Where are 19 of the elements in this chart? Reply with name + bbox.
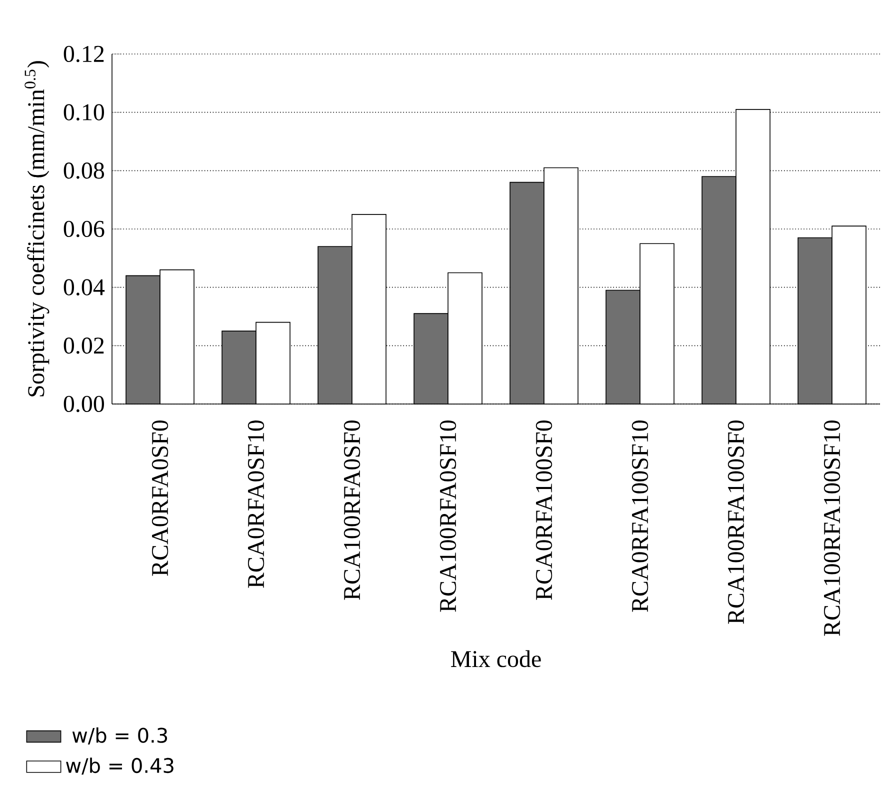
y-tick-label: 0.00	[64, 396, 104, 412]
y-tick-label: 0.02	[64, 338, 104, 354]
y-tick-label: 0.10	[64, 104, 104, 120]
x-tick-label: RCA0RFA100SF10	[632, 420, 648, 612]
legend-label: w/b = 0.3	[72, 727, 168, 744]
y-axis-title: Sorptivity coefficinets (mm/min$^{0.5}$)	[24, 61, 50, 396]
y-tick-label: 0.08	[64, 162, 104, 179]
x-tick-label: RCA100RFA100SF0	[728, 420, 744, 624]
x-tick-label: RCA100RFA0SF10	[440, 420, 456, 612]
y-tick-label: 0.04	[64, 279, 105, 296]
x-tick-label: RCA100RFA100SF10	[824, 420, 840, 636]
x-tick-label: RCA100RFA0SF0	[344, 420, 360, 600]
y-tick-label: 0.06	[64, 220, 104, 238]
legend-label: w/b = 0.43	[66, 758, 174, 775]
x-tick-label: RCA0RFA0SF10	[248, 420, 264, 588]
x-tick-label: RCA0RFA100SF0	[536, 420, 552, 600]
x-axis-title: Mix code	[451, 650, 541, 668]
y-tick-label: 0.12	[64, 46, 104, 62]
x-tick-label: RCA0RFA0SF0	[152, 420, 168, 576]
